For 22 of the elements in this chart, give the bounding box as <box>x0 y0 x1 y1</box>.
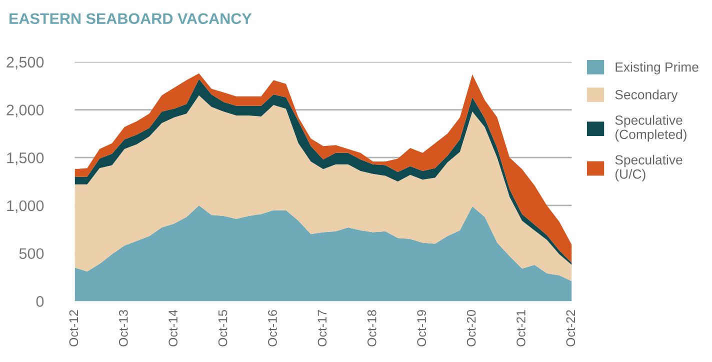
x-tick-label: Oct-19 <box>417 310 426 346</box>
y-tick-label: 1,500 <box>7 152 44 166</box>
x-tick-label: Oct-12 <box>69 310 78 346</box>
y-tick-label: 500 <box>19 248 44 260</box>
y-tick-label: 2,000 <box>6 104 44 118</box>
x-tick-label: Oct-20 <box>466 310 476 346</box>
x-tick-label: Oct-13 <box>118 310 128 346</box>
x-tick-label: Oct-18 <box>367 310 376 346</box>
legend-label: Speculative (U/C) <box>615 154 682 182</box>
x-tick-label: Oct-22 <box>566 310 576 346</box>
y-tick-label: 0 <box>36 296 44 307</box>
legend-label: Existing Prime <box>616 62 698 74</box>
legend-label: Speculative (Completed) <box>615 115 686 142</box>
x-tick-label: Oct-17 <box>318 310 327 346</box>
chart-title: EASTERN SEABOARD VACANCY <box>10 13 252 24</box>
legend-label: Secondary <box>615 90 678 102</box>
y-tick-label: 2,500 <box>6 56 44 70</box>
x-tick-label: Oct-21 <box>516 310 526 346</box>
y-tick-label: 1,000 <box>7 200 44 213</box>
x-tick-label: Oct-16 <box>268 310 277 346</box>
x-tick-label: Oct-14 <box>168 310 178 346</box>
x-tick-label: Oct-15 <box>218 310 228 346</box>
